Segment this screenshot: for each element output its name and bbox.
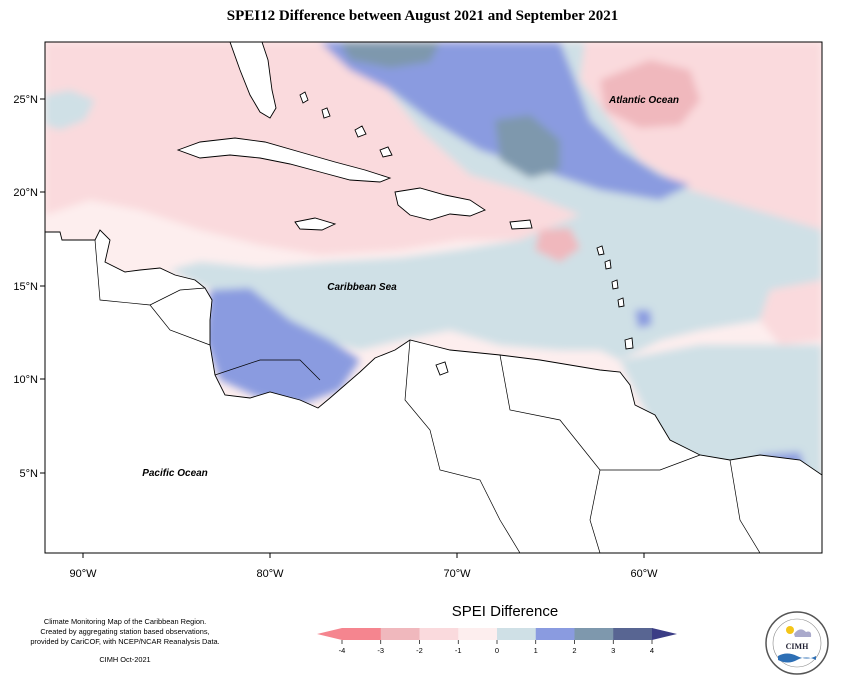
land-mainland <box>45 229 822 553</box>
field-darkpink-atlantic <box>600 60 700 128</box>
land-jamaica <box>294 217 337 231</box>
map-frame <box>44 41 823 554</box>
map-title: SPEI12 Difference between August 2021 an… <box>226 8 619 24</box>
credit-line-4: CIMH Oct-2021 <box>99 655 151 664</box>
land-puerto-rico <box>509 219 533 230</box>
spei-field <box>45 42 822 553</box>
x-tick-60w: 60°W <box>630 568 658 580</box>
water-wave-icon <box>778 653 816 663</box>
field-steel-north <box>340 42 440 68</box>
credits: Climate Monitoring Map of the Caribbean … <box>30 617 220 665</box>
x-tick-90w: 90°W <box>69 568 97 580</box>
field-blue-central-america <box>205 288 360 405</box>
cloud-icon <box>794 629 812 637</box>
label-atlantic-ocean: Atlantic Ocean <box>608 95 679 106</box>
y-tick-25n: 25°N <box>13 94 38 106</box>
land-florida <box>229 42 277 119</box>
field-pink-east <box>760 280 822 345</box>
x-tick-70w: 70°W <box>443 568 471 580</box>
field-lightblue-west <box>45 90 95 130</box>
field-steel-center <box>495 115 560 178</box>
sun-icon <box>786 626 794 634</box>
label-caribbean-sea: Caribbean Sea <box>327 282 397 293</box>
y-tick-10n: 10°N <box>13 374 38 386</box>
field-lightblue-band <box>170 42 822 360</box>
y-tick-5n: 5°N <box>20 468 39 480</box>
x-tick-80w: 80°W <box>256 568 284 580</box>
country-borders <box>94 239 761 553</box>
credit-line-2: Created by aggregating station based obs… <box>40 627 210 636</box>
label-pacific-ocean: Pacific Ocean <box>142 468 208 479</box>
land-cuba <box>176 137 392 183</box>
credit-line-1: Climate Monitoring Map of the Caribbean … <box>43 617 207 626</box>
y-tick-20n: 20°N <box>13 187 38 199</box>
field-darkpink-pr <box>535 228 580 262</box>
land <box>45 42 822 553</box>
logo-text: CIMH <box>786 642 809 651</box>
axis-ticks <box>40 98 645 558</box>
field-blue-antilles <box>635 310 652 328</box>
legend-title: SPEI Difference <box>451 603 559 620</box>
land-hispaniola <box>394 187 486 221</box>
cimh-logo: CIMH <box>765 611 829 675</box>
credit-line-3: provided by CariCOF, with NCEP/NCAR Rean… <box>30 637 220 646</box>
y-tick-15n: 15°N <box>13 281 38 293</box>
